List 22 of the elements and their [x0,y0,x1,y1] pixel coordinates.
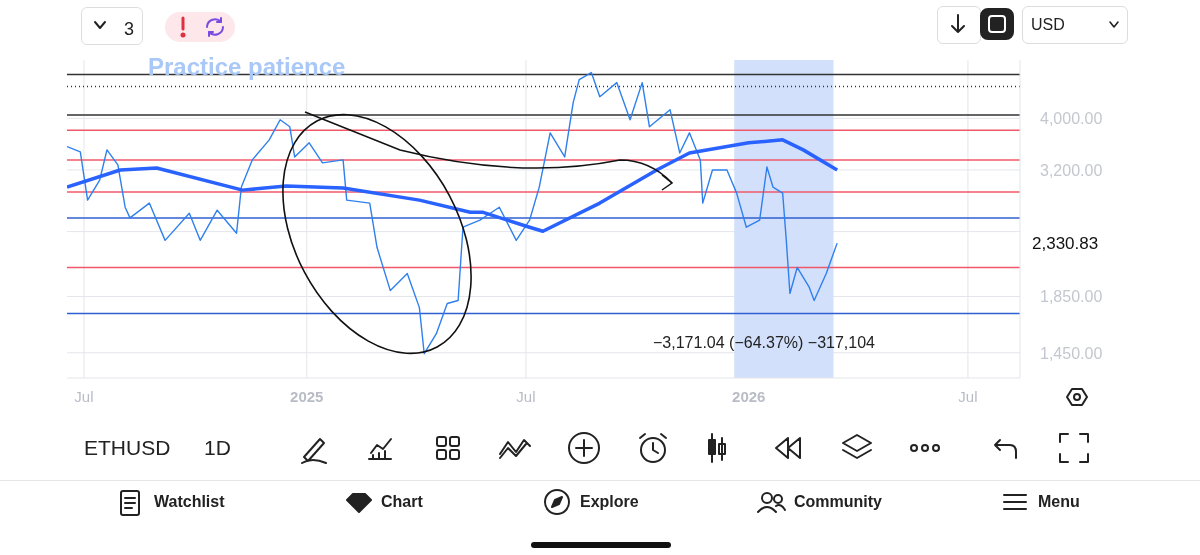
line-series [67,138,839,233]
text: ETHUSD [84,435,171,460]
y-tick-label: 3,200.00 [1040,161,1103,179]
text: USD [1031,15,1065,35]
x-tick-label: Jul [958,388,978,405]
x-tick-label: 2025 [290,388,324,405]
text: 1D [204,435,231,460]
text: Menu [1038,492,1080,512]
text: Explore [580,492,639,512]
annotation: −3,171.04 (−64.37%) −317,104 [653,333,875,353]
x-tick-label: Jul [516,388,536,405]
text: Community [794,492,882,512]
y-tick-label: 4,000.00 [1040,110,1103,128]
text: 3 [124,18,135,40]
x-tick-label: Jul [74,388,94,405]
text: Chart [381,492,423,512]
text: Watchlist [154,492,225,512]
annotation: Practice patience [148,53,346,81]
x-tick-label: 2026 [732,388,766,405]
y-tick-label: 1,450.00 [1040,344,1103,362]
y-tick-label: 1,850.00 [1040,288,1103,306]
text: 2,330.83 [1032,233,1099,254]
